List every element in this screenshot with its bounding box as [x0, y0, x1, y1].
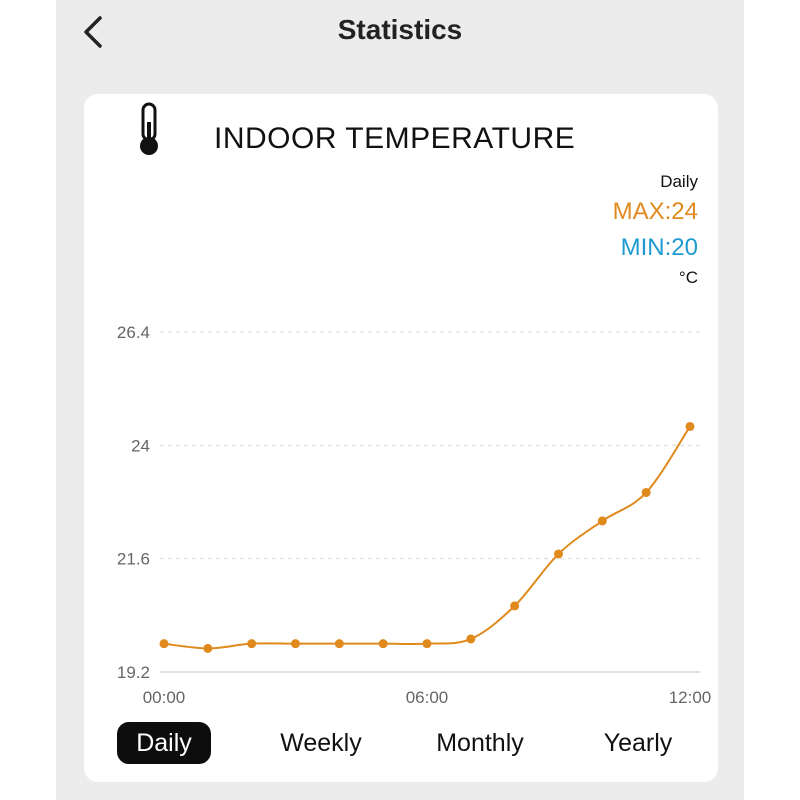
tab-yearly[interactable]: Yearly — [603, 729, 673, 757]
tab-monthly[interactable]: Monthly — [436, 729, 524, 757]
thermometer-icon — [134, 100, 164, 160]
unit-label: °C — [678, 268, 698, 287]
back-button[interactable] — [80, 14, 112, 50]
tab-daily[interactable]: Daily — [117, 722, 211, 764]
card-title: INDOOR TEMPERATURE — [214, 122, 576, 155]
min-value: MIN:20 — [620, 234, 698, 261]
period-label: Daily — [660, 172, 698, 191]
max-value: MAX:24 — [612, 198, 698, 225]
tab-weekly[interactable]: Weekly — [280, 729, 362, 757]
chevron-left-icon — [84, 16, 102, 48]
period-tabs: Daily Weekly Monthly Yearly — [84, 720, 718, 770]
page-title: Statistics — [337, 14, 463, 45]
